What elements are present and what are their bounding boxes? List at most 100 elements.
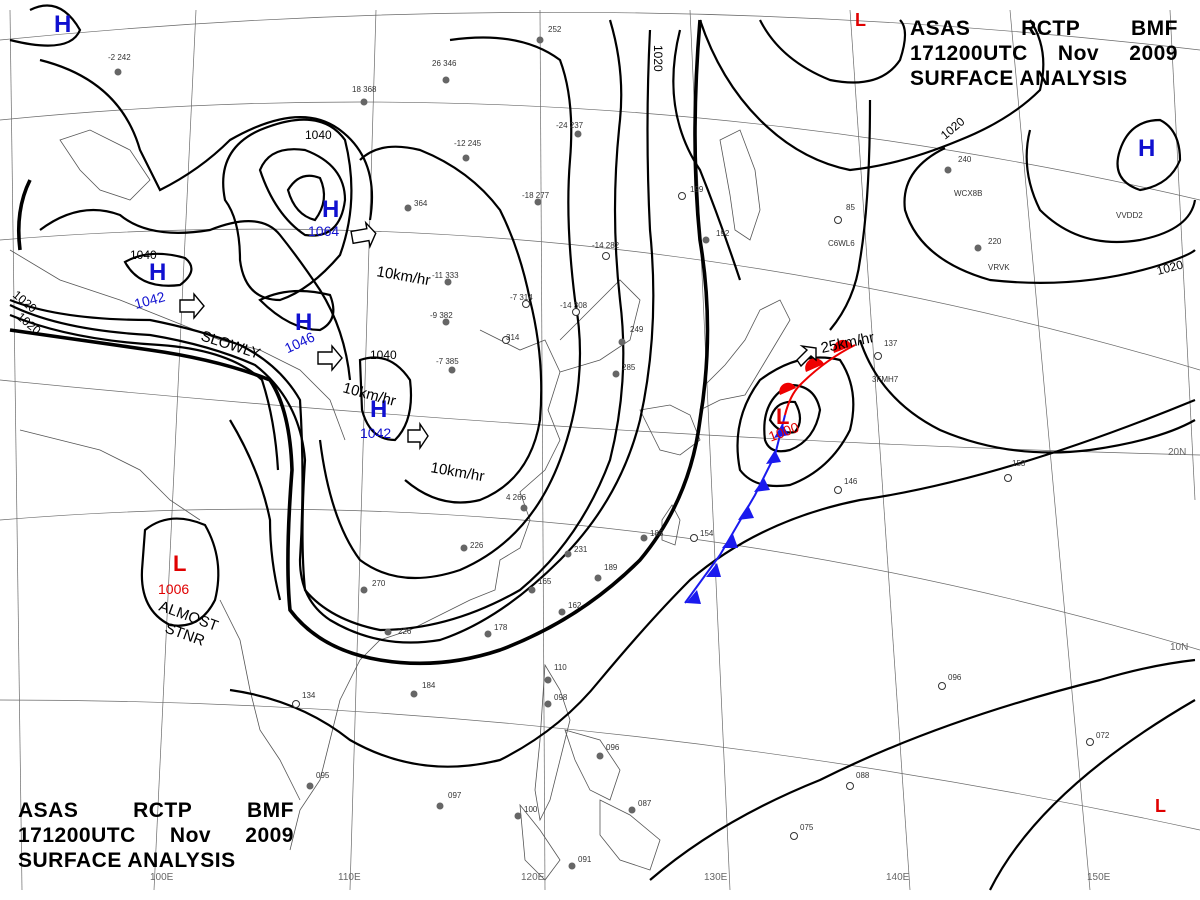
- high-center-value: 1064: [308, 223, 339, 239]
- motion-label: 10km/hr: [375, 263, 431, 289]
- station-plot: 096: [596, 743, 620, 760]
- station-plot: 097: [436, 791, 462, 810]
- high-center-letter: H: [1138, 135, 1155, 162]
- warm-front: [779, 339, 856, 416]
- title-analysis: SURFACE ANALYSIS: [18, 849, 236, 872]
- ship-id: VRVK: [988, 263, 1010, 272]
- high-center-value: 1046: [282, 328, 317, 356]
- lon-label: 100E: [150, 872, 174, 883]
- station-plot: 153: [1004, 459, 1026, 482]
- svg-text:098: 098: [554, 693, 568, 702]
- svg-text:-14 308: -14 308: [560, 301, 588, 310]
- station-plot: 252: [536, 25, 562, 44]
- svg-text:188: 188: [650, 529, 664, 538]
- station-plot: 100: [514, 805, 538, 820]
- svg-text:110: 110: [554, 663, 567, 672]
- station-plot: 226: [460, 541, 484, 552]
- svg-text:4 266: 4 266: [506, 493, 527, 502]
- svg-text:-18 277: -18 277: [522, 191, 550, 200]
- isobars: [9, 4, 1197, 891]
- title-agency: ASAS: [18, 799, 79, 822]
- svg-text:226: 226: [398, 627, 412, 636]
- svg-text:137: 137: [884, 339, 898, 348]
- low-center-letter: L: [173, 551, 186, 576]
- svg-text:85: 85: [846, 203, 855, 212]
- motion-label: 25km/hr: [819, 329, 876, 357]
- station-plot: 162: [558, 601, 582, 616]
- svg-text:096: 096: [606, 743, 620, 752]
- title-block-top-right: ASAS RCTP BMF 171200UTC Nov 2009 SURFACE…: [910, 16, 1178, 91]
- high-center-letter: H: [322, 196, 339, 223]
- station-plot: 364: [404, 199, 428, 212]
- title-station: RCTP: [1021, 17, 1081, 40]
- pressure-centers: H 1064 H 1042 H 1046 H 1042 H H L 1006 L…: [54, 10, 1166, 816]
- station-plot: 087: [628, 799, 652, 814]
- station-plot: -2 242: [108, 53, 131, 76]
- svg-text:199: 199: [690, 185, 704, 194]
- svg-text:192: 192: [716, 229, 730, 238]
- svg-text:285: 285: [622, 363, 636, 372]
- station-plot: 220: [974, 237, 1002, 252]
- svg-text:-9 382: -9 382: [430, 311, 453, 320]
- station-plot: 18 368: [352, 85, 377, 106]
- station-plot: 26 346: [432, 59, 457, 84]
- svg-text:-7 385: -7 385: [436, 357, 459, 366]
- high-center-letter: H: [149, 259, 166, 286]
- low-center-letter: L: [776, 404, 789, 429]
- station-plot: 098: [544, 693, 568, 708]
- ship-ids: C6WL6 WCX8B VRVK 3FMH7 VVDD2: [828, 189, 1143, 384]
- title-month: Nov: [1057, 42, 1100, 65]
- station-plot: 189: [594, 563, 618, 582]
- title-agency: ASAS: [910, 17, 971, 40]
- station-plot: 270: [360, 579, 386, 594]
- svg-text:-24 237: -24 237: [556, 121, 584, 130]
- station-plot: -7 385: [436, 357, 459, 374]
- station-plot: -14 308: [560, 301, 588, 316]
- station-plot: 192: [702, 229, 730, 244]
- cold-front: [684, 414, 789, 604]
- svg-text:-2 242: -2 242: [108, 53, 131, 62]
- lat-label: 20N: [1168, 447, 1186, 458]
- svg-text:165: 165: [538, 577, 552, 586]
- ship-id: WCX8B: [954, 189, 982, 198]
- svg-text:153: 153: [1012, 459, 1026, 468]
- station-plot: 095: [306, 771, 330, 790]
- svg-text:146: 146: [844, 477, 858, 486]
- ship-id: 3FMH7: [872, 375, 899, 384]
- svg-text:240: 240: [958, 155, 972, 164]
- lon-label: 130E: [704, 872, 728, 883]
- lon-label: 140E: [886, 872, 910, 883]
- svg-text:095: 095: [316, 771, 330, 780]
- station-plot: -11 333: [432, 271, 459, 286]
- station-plot: -18 277: [522, 191, 550, 206]
- ship-id: VVDD2: [1116, 211, 1143, 220]
- station-plot: 184: [410, 681, 436, 698]
- svg-text:072: 072: [1096, 731, 1110, 740]
- station-plot: 178: [484, 623, 508, 638]
- svg-text:-12 245: -12 245: [454, 139, 482, 148]
- isobar-labels: 1020 1020 1020 1020 1040 1040 1040 1020: [10, 45, 1185, 362]
- svg-text:314: 314: [506, 333, 520, 342]
- svg-text:26 346: 26 346: [432, 59, 457, 68]
- station-plot: -24 237: [556, 121, 584, 138]
- station-plot: 314: [502, 333, 520, 344]
- station-plot: 4 266: [506, 493, 528, 512]
- station-plot: 285: [612, 363, 636, 378]
- high-center-value: 1042: [132, 288, 166, 312]
- svg-text:097: 097: [448, 791, 462, 800]
- svg-text:096: 096: [948, 673, 962, 682]
- station-plot: 096: [938, 673, 962, 690]
- title-time: 171200UTC: [910, 42, 1028, 65]
- station-plot: 188: [640, 529, 664, 542]
- station-plot: 199: [678, 185, 704, 200]
- lon-label: 150E: [1087, 872, 1111, 883]
- svg-text:154: 154: [700, 529, 714, 538]
- svg-text:-11 333: -11 333: [432, 271, 459, 280]
- svg-text:364: 364: [414, 199, 428, 208]
- svg-text:270: 270: [372, 579, 386, 588]
- lon-label: 110E: [338, 872, 361, 883]
- ship-id: C6WL6: [828, 239, 855, 248]
- station-plot: -7 314: [510, 293, 533, 308]
- svg-text:-7 314: -7 314: [510, 293, 533, 302]
